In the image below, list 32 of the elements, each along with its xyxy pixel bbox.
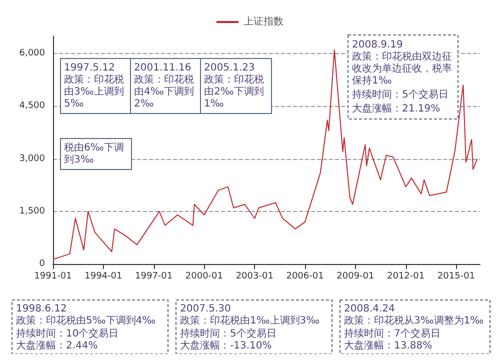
text: 大盘涨幅：2.44% [16,340,98,352]
y-tick-label: 0 [39,259,46,269]
legend-label: 上证指数 [244,16,284,28]
x-tick-label: 1991-01 [34,272,72,282]
annotation: 1997.5.12 政策：印花税由3‰上调到5‰ [64,62,124,110]
line-series [52,50,478,260]
x-tick-label: 1997-01 [135,272,173,282]
x-tick-label: 2009-01 [336,272,374,282]
annotation: 持续时间：5个交易日 [352,88,448,100]
x-tick-label: 2012-01 [387,272,425,282]
text: 1998.6.12 政策：印花税由5‰下调到4‰ [16,304,156,326]
y-tick-label: 3,000 [19,154,46,164]
annotation: 2001.11.16 政策：印花税由4‰下调到2‰ [134,62,194,110]
x-tick-label: 2003-01 [236,272,274,282]
text: 持续时间：5个交易日 [180,328,276,340]
x-tick-label: 1994-01 [84,272,122,282]
text: 持续时间：7个交易日 [344,328,440,340]
text: 持续时间：10个交易日 [16,328,119,340]
annotation: 税由6‰下调到3‰ [64,142,124,166]
text: 大盘涨幅：13.88% [344,340,432,352]
annotation: 2008.9.19 政策：印花税由双边征收改为单边征收，税率保持1‰ [352,40,452,86]
x-tick-label: 2015-01 [437,272,476,282]
y-tick-label: 1,500 [19,206,46,216]
x-tick-label: 2000-01 [185,272,223,282]
text: 2007.5.30 政策：印花税由1‰上调到3‰ [180,304,320,326]
x-tick-label: 2006-01 [286,272,324,282]
text: 大盘涨幅：-13.10% [180,340,272,352]
y-tick-label: 6,000 [19,48,46,59]
annotation: 2005.1.23 政策：印花税由2‰下调到1‰ [204,62,264,110]
y-tick-label: 4,500 [19,101,46,112]
text: 2008.4.24 政策：印花税从3‰调整为1‰ [344,304,484,326]
annotation: 大盘涨幅：21.19% [352,102,440,114]
